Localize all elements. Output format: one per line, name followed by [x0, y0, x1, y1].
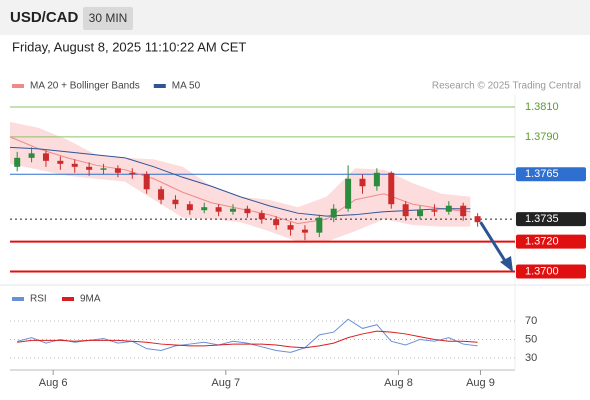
interval: 30 MIN: [89, 11, 128, 25]
legend-swatch: [62, 297, 74, 301]
candle-body: [316, 217, 323, 233]
candle-body: [28, 153, 35, 158]
legend-swatch: [153, 84, 166, 88]
candle-body: [114, 168, 121, 173]
x-tick-label: Aug 8: [384, 377, 413, 389]
candle-body: [460, 205, 467, 217]
candle-body: [172, 199, 179, 205]
legend-label: MA 50: [172, 81, 201, 92]
level-label: 1.3720: [525, 236, 559, 248]
y-tick-label: 30: [525, 352, 537, 364]
candle-body: [330, 208, 337, 218]
legend-label: MA 20 + Bollinger Bands: [30, 81, 140, 92]
level-label: 1.3790: [525, 131, 559, 143]
rsi-line: [17, 330, 478, 349]
candle-body: [431, 210, 438, 212]
candle-body: [273, 219, 280, 226]
legend-swatch: [12, 84, 24, 88]
level-label-box: [516, 212, 586, 227]
candle-body: [186, 204, 193, 211]
bollinger-band: [10, 121, 471, 242]
candle-body: [244, 208, 251, 214]
candle-body: [287, 225, 294, 230]
level-label-box: [516, 264, 586, 279]
candle-body: [71, 163, 78, 167]
candle-body: [402, 204, 409, 217]
interval-box: [83, 7, 133, 30]
timestamp: Friday, August 8, 2025 11:10:22 AM CET: [12, 39, 246, 54]
y-tick-label: 50: [525, 333, 537, 345]
candle-body: [215, 207, 222, 212]
candle-body: [258, 213, 265, 220]
candle-body: [86, 166, 93, 170]
candle-body: [14, 157, 21, 167]
candle-body: [388, 172, 395, 205]
level-label: 1.3765: [525, 168, 559, 180]
rsi-line: [17, 318, 478, 353]
legend-label: RSI: [30, 294, 47, 305]
candle-body: [57, 160, 64, 164]
candle-body: [158, 189, 165, 200]
level-label-box: [516, 234, 586, 249]
candle-body: [201, 207, 208, 211]
candle-body: [42, 153, 49, 161]
level-label: 1.3700: [525, 265, 559, 277]
candle-body: [345, 178, 352, 209]
x-tick-label: Aug 7: [211, 377, 240, 389]
y-tick-label: 70: [525, 315, 537, 327]
level-label: 1.3810: [525, 101, 559, 113]
projection-arrow: [479, 221, 509, 265]
x-tick-label: Aug 6: [39, 377, 68, 389]
candle-body: [301, 229, 308, 233]
candle-body: [100, 168, 107, 170]
candle-body: [129, 172, 136, 175]
x-tick-label: Aug 9: [466, 377, 495, 389]
candle-body: [230, 208, 237, 212]
symbol: USD/CAD: [10, 9, 79, 26]
candle-body: [474, 216, 481, 223]
candle-body: [417, 210, 424, 217]
level-label-box: [516, 167, 586, 182]
source: Research © 2025 Trading Central: [432, 81, 581, 92]
legend-swatch: [12, 297, 24, 301]
candle-body: [143, 174, 150, 190]
ma-line: [9, 146, 471, 217]
candle-body: [445, 205, 452, 212]
candle-body: [373, 172, 380, 187]
candle-body: [359, 178, 366, 187]
legend-label: 9MA: [80, 294, 101, 305]
level-label: 1.3735: [525, 213, 559, 225]
projection-arrowhead: [500, 256, 513, 272]
